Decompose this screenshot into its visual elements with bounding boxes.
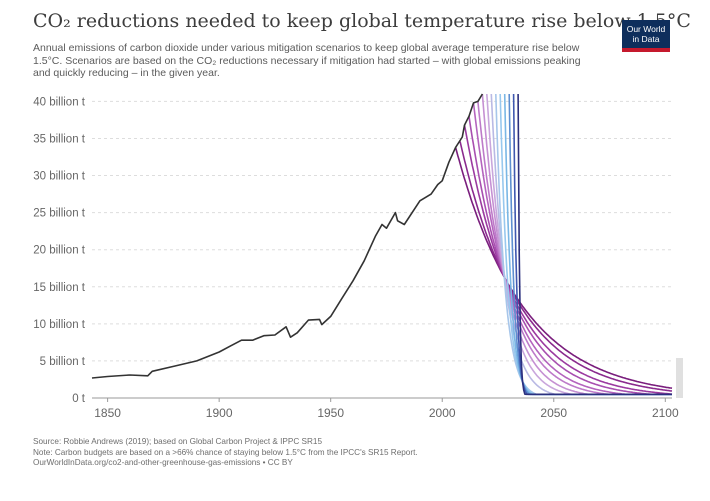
logo-line-1: Our World bbox=[626, 24, 666, 34]
scenario-line-2016 bbox=[477, 101, 672, 396]
co2-scenarios-chart: 0 t 5 billion t 10 billion t 15 billion t 20… bbox=[33, 93, 683, 420]
chart-title: CO₂ reductions needed to keep global tem… bbox=[33, 10, 691, 32]
y-tick-label: 20 billion t bbox=[33, 245, 86, 257]
scenario-line-2034 bbox=[517, 93, 672, 396]
y-tick-label: 30 billion t bbox=[33, 171, 86, 183]
y-tick-label: 5 billion t bbox=[40, 356, 86, 368]
historical-line bbox=[91, 93, 484, 379]
x-tick-label: 2000 bbox=[429, 406, 456, 420]
scenario-line-2018 bbox=[481, 93, 672, 396]
footer-url[interactable]: OurWorldInData.org/co2-and-other-greenho… bbox=[33, 458, 293, 467]
scenario-lines bbox=[454, 93, 673, 396]
scroll-handle[interactable] bbox=[676, 358, 683, 398]
scenario-line-2032 bbox=[512, 93, 672, 396]
scenario-line-2028 bbox=[503, 93, 672, 396]
x-tick-label: 1850 bbox=[94, 406, 121, 420]
y-tick-label: 15 billion t bbox=[33, 282, 86, 294]
y-tick-label: 10 billion t bbox=[33, 319, 86, 331]
logo-line-2: in Data bbox=[632, 33, 660, 44]
y-tick-label: 0 t bbox=[72, 393, 86, 405]
y-tick-label: 35 billion t bbox=[33, 133, 86, 145]
footer-note: Note: Carbon budgets are based on a >66%… bbox=[33, 447, 418, 457]
scenario-line-2014 bbox=[472, 102, 672, 396]
y-tick-label: 40 billion t bbox=[33, 96, 86, 108]
owid-logo[interactable]: Our World in Data bbox=[622, 20, 670, 52]
x-axis-tick-labels: 1850 1900 1950 2000 2050 2100 bbox=[94, 398, 679, 420]
chart-subtitle: Annual emissions of carbon dioxide under… bbox=[33, 42, 581, 79]
scenario-line-2030 bbox=[508, 93, 672, 396]
x-tick-label: 1900 bbox=[206, 406, 233, 420]
x-tick-label: 1950 bbox=[317, 406, 344, 420]
x-tick-label: 2050 bbox=[540, 406, 567, 420]
historical-emissions-line bbox=[91, 93, 484, 379]
y-axis-tick-labels: 0 t 5 billion t 10 billion t 15 billion t 20… bbox=[33, 96, 86, 405]
scenario-line-2006 bbox=[454, 147, 673, 389]
grid-lines bbox=[92, 100, 672, 399]
x-tick-label: 2100 bbox=[652, 406, 679, 420]
footer-source: Source: Robbie Andrews (2019); based on … bbox=[33, 437, 322, 446]
chart-footer: Source: Robbie Andrews (2019); based on … bbox=[33, 437, 673, 469]
scenario-line-2008 bbox=[459, 141, 673, 392]
y-tick-label: 25 billion t bbox=[33, 208, 86, 220]
